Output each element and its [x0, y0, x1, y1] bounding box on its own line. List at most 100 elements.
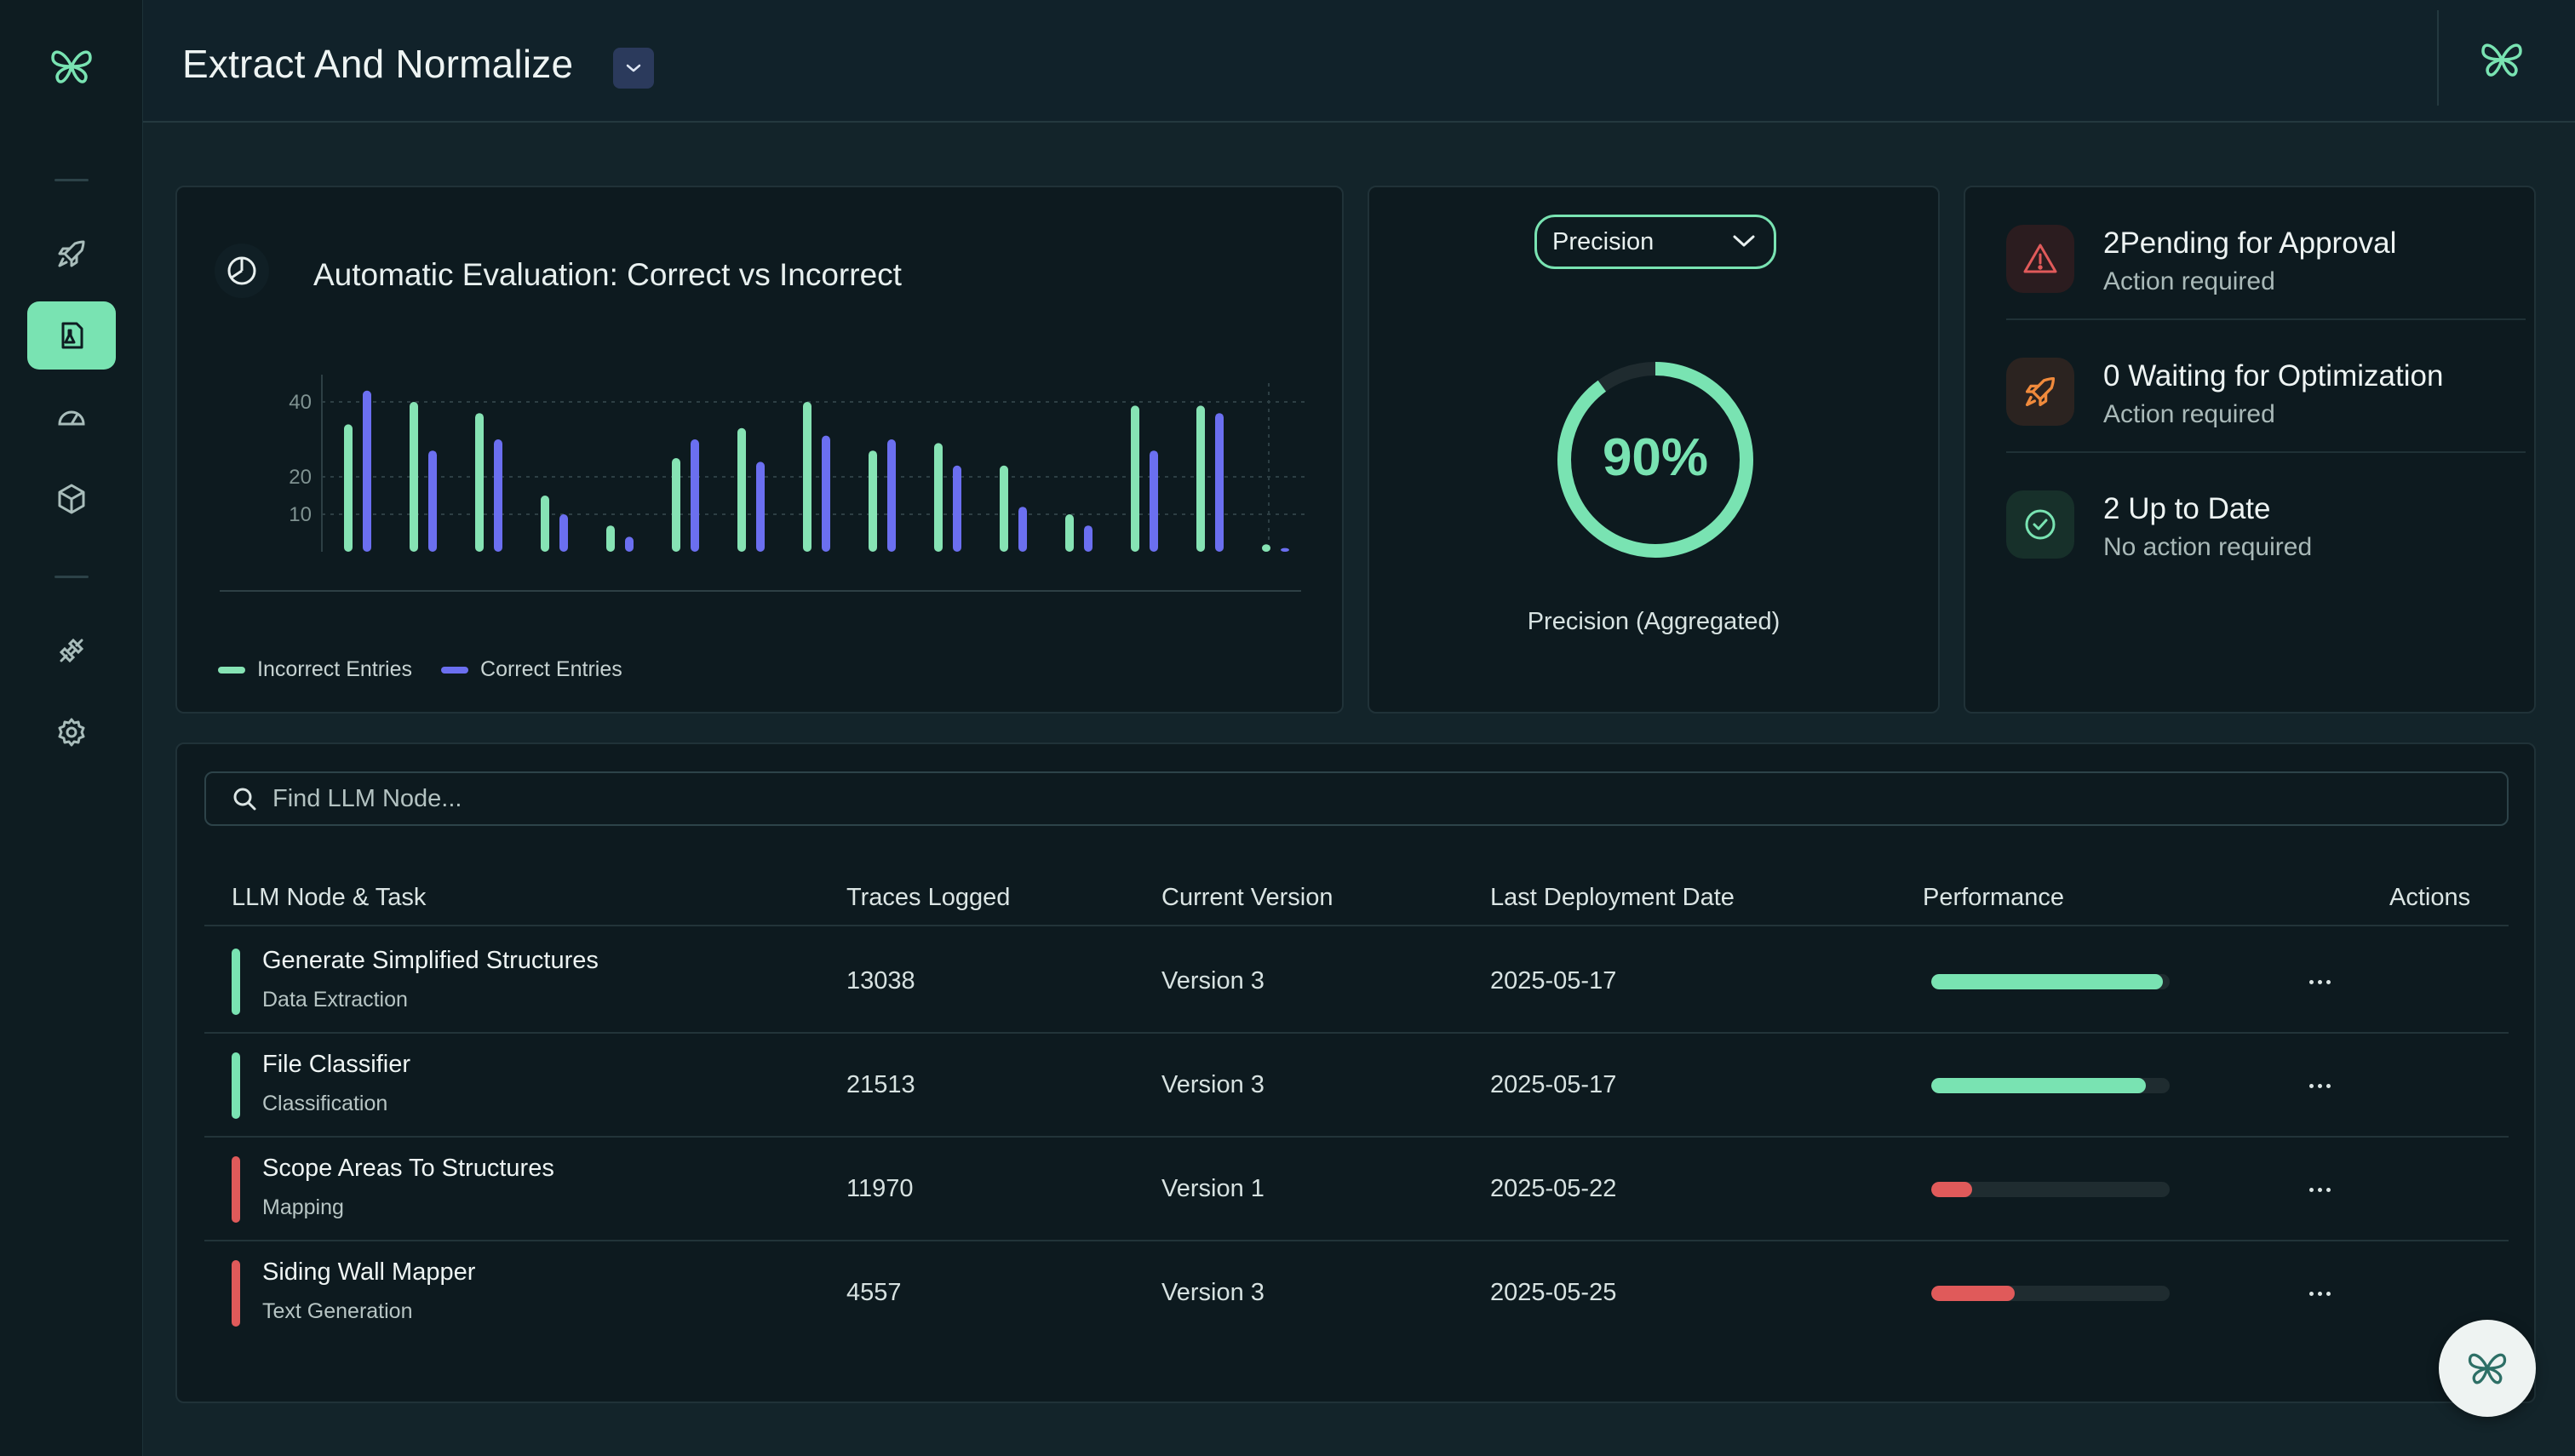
table-row[interactable]: Generate Simplified Structures Data Extr… — [204, 930, 2509, 1034]
status-title: 2Pending for Approval — [2103, 226, 2397, 260]
chevron-down-icon — [1733, 235, 1755, 247]
bar-incorrect — [475, 413, 484, 552]
row-status-bar — [232, 1156, 240, 1223]
table-row[interactable]: File Classifier Classification 21513 Ver… — [204, 1034, 2509, 1138]
bar-incorrect — [737, 427, 746, 552]
column-header-traces[interactable]: Traces Logged — [846, 884, 1011, 911]
bar-incorrect — [869, 450, 877, 552]
column-header-deploy-date[interactable]: Last Deployment Date — [1490, 884, 1735, 911]
table-row[interactable]: Scope Areas To Structures Mapping 11970 … — [204, 1138, 2509, 1241]
page-title: Extract And Normalize — [182, 42, 574, 86]
bar-incorrect — [1196, 405, 1205, 552]
node-name: Siding Wall Mapper — [262, 1258, 476, 1286]
sidebar-divider — [54, 576, 89, 578]
traces-logged: 21513 — [846, 1071, 915, 1098]
column-header-node[interactable]: LLM Node & Task — [232, 884, 427, 911]
project-dropdown-button[interactable] — [613, 48, 654, 89]
performance-fill — [1931, 974, 2163, 989]
bar-incorrect — [1131, 405, 1139, 552]
rocket-icon — [2006, 358, 2074, 426]
search-icon — [233, 788, 256, 811]
sidebar-item-dashboard[interactable] — [27, 383, 116, 451]
header-divider — [2437, 10, 2439, 106]
rocket-icon — [58, 240, 85, 267]
status-title: 2 Up to Date — [2103, 492, 2271, 525]
evaluation-chart-card: Automatic Evaluation: Correct vs Incorre… — [175, 186, 1344, 714]
top-header: Extract And Normalize — [143, 0, 2575, 123]
deployment-date: 2025-05-25 — [1490, 1279, 1617, 1306]
bar-incorrect — [541, 496, 549, 552]
gauge-label: Precision (Aggregated) — [1527, 608, 1781, 635]
legend-label-incorrect: Incorrect Entries — [257, 657, 413, 681]
gear-icon — [58, 718, 85, 747]
bar-correct — [363, 390, 371, 552]
pie-chart-icon — [215, 244, 269, 298]
legend-item-correct[interactable]: Correct Entries — [441, 657, 622, 682]
bar-correct — [494, 439, 502, 552]
deployment-date: 2025-05-17 — [1490, 967, 1617, 995]
search-box[interactable] — [204, 771, 2509, 826]
sidebar-item-integrations[interactable] — [27, 616, 116, 685]
butterfly-logo-icon[interactable] — [2476, 34, 2527, 85]
status-waiting[interactable]: 0 Waiting for Optimization Action requir… — [2006, 320, 2526, 453]
gauge-value: 90% — [1603, 428, 1708, 487]
sidebar-item-rocket[interactable] — [27, 220, 116, 288]
table-row[interactable]: Siding Wall Mapper Text Generation 4557 … — [204, 1241, 2509, 1345]
metric-select-value: Precision — [1552, 227, 1655, 255]
performance-bar — [1931, 1286, 2170, 1301]
chart-title: Automatic Evaluation: Correct vs Incorre… — [313, 257, 902, 292]
bar-correct — [1281, 547, 1289, 552]
bar-incorrect — [1000, 465, 1008, 552]
search-input[interactable] — [272, 784, 2401, 813]
performance-fill — [1931, 1078, 2146, 1093]
row-actions-button[interactable] — [2296, 1272, 2343, 1315]
bar-correct — [1018, 507, 1027, 552]
node-name: Scope Areas To Structures — [262, 1155, 554, 1182]
bar-correct — [887, 439, 896, 552]
node-name: Generate Simplified Structures — [262, 947, 599, 974]
performance-bar — [1931, 1182, 2170, 1197]
metric-select[interactable]: Precision — [1534, 215, 1776, 269]
bar-correct — [559, 514, 568, 552]
bar-correct — [1084, 525, 1093, 552]
legend-swatch-incorrect — [218, 666, 245, 674]
row-actions-button[interactable] — [2296, 1064, 2343, 1107]
column-header-actions: Actions — [2389, 884, 2471, 911]
status-summary-card: 2Pending for Approval Action required 0 … — [1964, 186, 2536, 714]
flask-document-icon — [61, 322, 83, 349]
status-up-to-date[interactable]: 2 Up to Date No action required — [2006, 453, 2526, 586]
row-status-bar — [232, 1260, 240, 1327]
dashboard-gauge-icon — [58, 410, 85, 426]
precision-gauge: 90% — [1557, 362, 1753, 558]
chart-legend: Incorrect Entries Correct Entries — [218, 657, 622, 682]
sidebar-item-models[interactable] — [27, 465, 116, 533]
bar-correct — [625, 536, 634, 552]
bar-incorrect — [934, 443, 943, 552]
bar-correct — [428, 450, 437, 552]
row-actions-button[interactable] — [2296, 1168, 2343, 1211]
node-task: Data Extraction — [262, 988, 408, 1012]
legend-swatch-correct — [441, 666, 469, 674]
performance-bar — [1931, 1078, 2170, 1093]
chevron-down-icon — [626, 64, 641, 72]
row-status-bar — [232, 1052, 240, 1119]
assistant-fab-button[interactable] — [2439, 1320, 2536, 1417]
sidebar-item-evaluation[interactable] — [27, 301, 116, 370]
cube-icon — [58, 484, 85, 514]
sidebar-item-settings[interactable] — [27, 698, 116, 766]
performance-fill — [1931, 1286, 2015, 1301]
legend-item-incorrect[interactable]: Incorrect Entries — [218, 657, 412, 682]
row-status-bar — [232, 949, 240, 1015]
llm-nodes-table-card: LLM Node & Task Traces Logged Current Ve… — [175, 742, 2536, 1403]
current-version: Version 1 — [1161, 1175, 1265, 1202]
bar-incorrect — [606, 525, 615, 552]
y-tick-label: 40 — [289, 391, 312, 414]
status-pending[interactable]: 2Pending for Approval Action required — [2006, 187, 2526, 320]
warning-triangle-icon — [2006, 225, 2074, 293]
butterfly-logo-icon[interactable] — [46, 41, 97, 92]
column-header-performance[interactable]: Performance — [1923, 884, 2065, 911]
row-actions-button[interactable] — [2296, 960, 2343, 1003]
precision-gauge-card: Precision 90% Precision (Aggregated) — [1368, 186, 1940, 714]
node-name: File Classifier — [262, 1051, 411, 1078]
column-header-version[interactable]: Current Version — [1161, 884, 1333, 911]
